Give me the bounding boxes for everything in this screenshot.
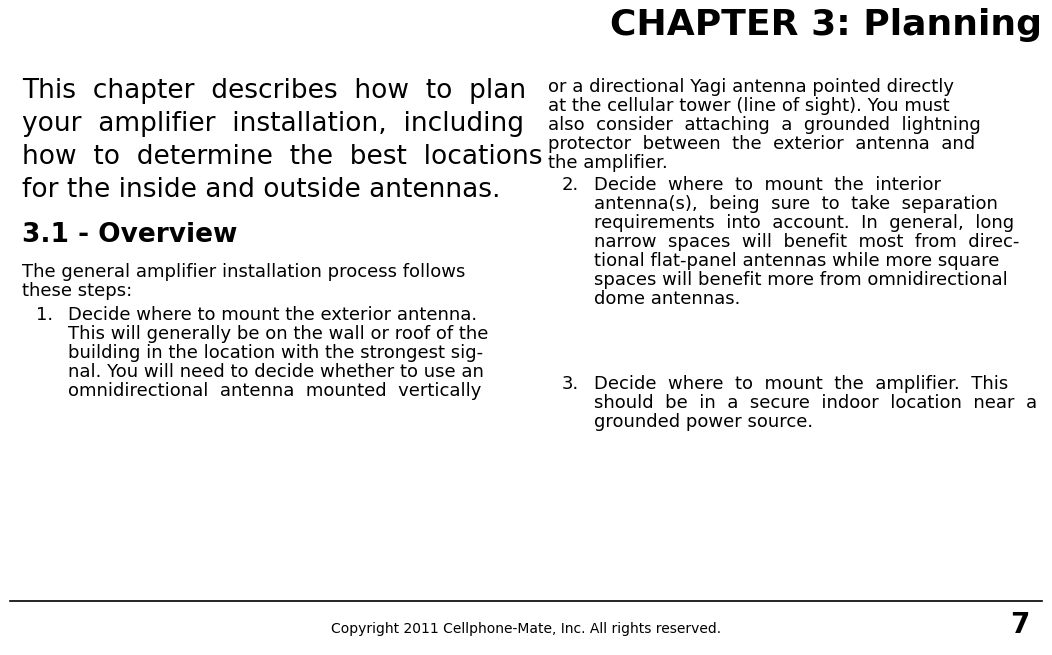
Text: should  be  in  a  secure  indoor  location  near  a: should be in a secure indoor location ne… <box>594 394 1037 412</box>
Text: tional flat-panel antennas while more square: tional flat-panel antennas while more sq… <box>594 252 999 270</box>
Text: CHAPTER 3: Planning: CHAPTER 3: Planning <box>610 8 1041 42</box>
Text: 3.: 3. <box>562 375 580 393</box>
Text: Decide  where  to  mount  the  interior: Decide where to mount the interior <box>594 176 940 194</box>
Text: or a directional Yagi antenna pointed directly: or a directional Yagi antenna pointed di… <box>548 78 954 96</box>
Text: 2.: 2. <box>562 176 580 194</box>
Text: building in the location with the strongest sig-: building in the location with the strong… <box>68 344 483 362</box>
Text: This will generally be on the wall or roof of the: This will generally be on the wall or ro… <box>68 325 488 343</box>
Text: grounded power source.: grounded power source. <box>594 413 813 431</box>
Text: dome antennas.: dome antennas. <box>594 290 741 308</box>
Text: requirements  into  account.  In  general,  long: requirements into account. In general, l… <box>594 214 1014 232</box>
Text: Copyright 2011 Cellphone-Mate, Inc. All rights reserved.: Copyright 2011 Cellphone-Mate, Inc. All … <box>331 622 721 636</box>
Text: the amplifier.: the amplifier. <box>548 154 668 172</box>
Text: your  amplifier  installation,  including: your amplifier installation, including <box>22 111 524 137</box>
Text: Decide  where  to  mount  the  amplifier.  This: Decide where to mount the amplifier. Thi… <box>594 375 1008 393</box>
Text: for the inside and outside antennas.: for the inside and outside antennas. <box>22 177 501 203</box>
Text: antenna(s),  being  sure  to  take  separation: antenna(s), being sure to take separatio… <box>594 195 998 213</box>
Text: The general amplifier installation process follows: The general amplifier installation proce… <box>22 263 465 281</box>
Text: these steps:: these steps: <box>22 282 133 300</box>
Text: 7: 7 <box>1011 611 1030 639</box>
Text: protector  between  the  exterior  antenna  and: protector between the exterior antenna a… <box>548 135 975 153</box>
Text: narrow  spaces  will  benefit  most  from  direc-: narrow spaces will benefit most from dir… <box>594 233 1019 251</box>
Text: Decide where to mount the exterior antenna.: Decide where to mount the exterior anten… <box>68 306 478 324</box>
Text: omnidirectional  antenna  mounted  vertically: omnidirectional antenna mounted vertical… <box>68 382 482 400</box>
Text: 3.1 - Overview: 3.1 - Overview <box>22 222 238 248</box>
Text: 1.: 1. <box>36 306 53 324</box>
Text: nal. You will need to decide whether to use an: nal. You will need to decide whether to … <box>68 363 484 381</box>
Text: at the cellular tower (line of sight). You must: at the cellular tower (line of sight). Y… <box>548 97 950 115</box>
Text: This  chapter  describes  how  to  plan: This chapter describes how to plan <box>22 78 526 104</box>
Text: spaces will benefit more from omnidirectional: spaces will benefit more from omnidirect… <box>594 271 1008 289</box>
Text: also  consider  attaching  a  grounded  lightning: also consider attaching a grounded light… <box>548 116 980 134</box>
Text: how  to  determine  the  best  locations: how to determine the best locations <box>22 144 543 170</box>
